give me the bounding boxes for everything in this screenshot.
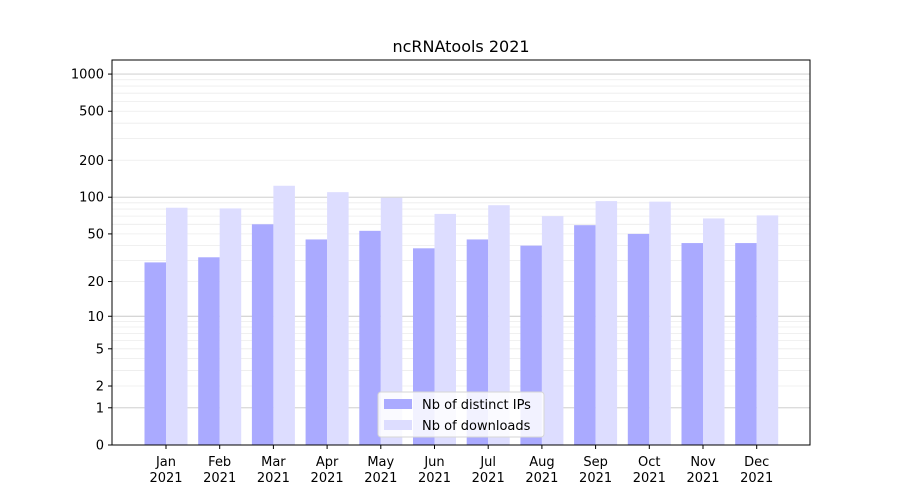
y-tick-label: 50 — [87, 227, 104, 242]
bar-downloads — [703, 218, 725, 445]
bar-distinct-ips — [144, 262, 166, 445]
legend-label: Nb of downloads — [422, 419, 531, 434]
bar-distinct-ips — [735, 243, 757, 445]
legend: Nb of distinct IPs Nb of downloads — [377, 391, 545, 438]
plot-frame — [111, 59, 811, 446]
legend-label: Nb of distinct IPs — [422, 398, 531, 413]
bar-distinct-ips — [681, 243, 703, 445]
x-tick-label: Jun 2021 — [418, 455, 451, 486]
x-tick-label: Jan 2021 — [149, 455, 182, 486]
y-tick-label: 100 — [79, 191, 104, 206]
bar-downloads — [756, 215, 779, 445]
bars — [144, 185, 779, 445]
x-tick-label: Dec 2021 — [740, 455, 773, 486]
bar-distinct-ips — [627, 233, 650, 445]
bar-downloads — [219, 208, 242, 445]
x-tick-label: Apr 2021 — [311, 455, 344, 486]
legend-swatch — [384, 420, 412, 430]
x-tick-label: Feb 2021 — [203, 455, 236, 486]
y-tick-label: 1000 — [71, 68, 104, 83]
bar-downloads — [273, 185, 295, 445]
y-tick-label: 2 — [96, 380, 104, 395]
bar-distinct-ips — [251, 224, 274, 445]
bar-distinct-ips — [574, 225, 596, 445]
y-tick-label: 1 — [96, 401, 104, 416]
bar-downloads — [380, 197, 403, 445]
x-tick-label: Nov 2021 — [686, 455, 719, 486]
legend-swatch — [384, 399, 412, 409]
y-tick-label: 10 — [87, 310, 104, 325]
y-tick-label: 5 — [96, 342, 104, 357]
bar-distinct-ips — [305, 239, 328, 445]
x-tick-label: Mar 2021 — [257, 455, 290, 486]
chart-title: ncRNAtools 2021 — [392, 37, 529, 56]
bar-downloads — [488, 205, 510, 445]
bar-downloads — [541, 216, 564, 445]
y-tick-label: 20 — [87, 275, 104, 290]
bar-downloads — [434, 213, 456, 445]
x-tick-label: Aug 2021 — [525, 455, 558, 486]
bar-downloads — [595, 201, 618, 445]
bar-distinct-ips — [198, 257, 220, 445]
x-axis: Jan 2021 Feb 2021 Mar 2021 Apr 2021 May 2021 Jun 20… — [149, 445, 773, 486]
bar-distinct-ips — [359, 230, 381, 445]
x-tick-label: May 2021 — [364, 455, 397, 486]
x-tick-label: Jul 2021 — [472, 455, 505, 486]
bar-downloads — [166, 207, 188, 445]
x-tick-label: Oct 2021 — [633, 455, 666, 486]
bar-downloads — [327, 192, 349, 445]
y-tick-label: 200 — [79, 154, 104, 169]
legend-box — [377, 391, 545, 438]
y-tick-label: 500 — [79, 105, 104, 120]
bar-downloads — [649, 201, 671, 445]
x-tick-label: Sep 2021 — [579, 455, 612, 486]
y-axis: 0 1 2 5 10 20 50 100 200 500 1000 — [71, 68, 112, 454]
y-tick-label: 0 — [96, 439, 104, 454]
